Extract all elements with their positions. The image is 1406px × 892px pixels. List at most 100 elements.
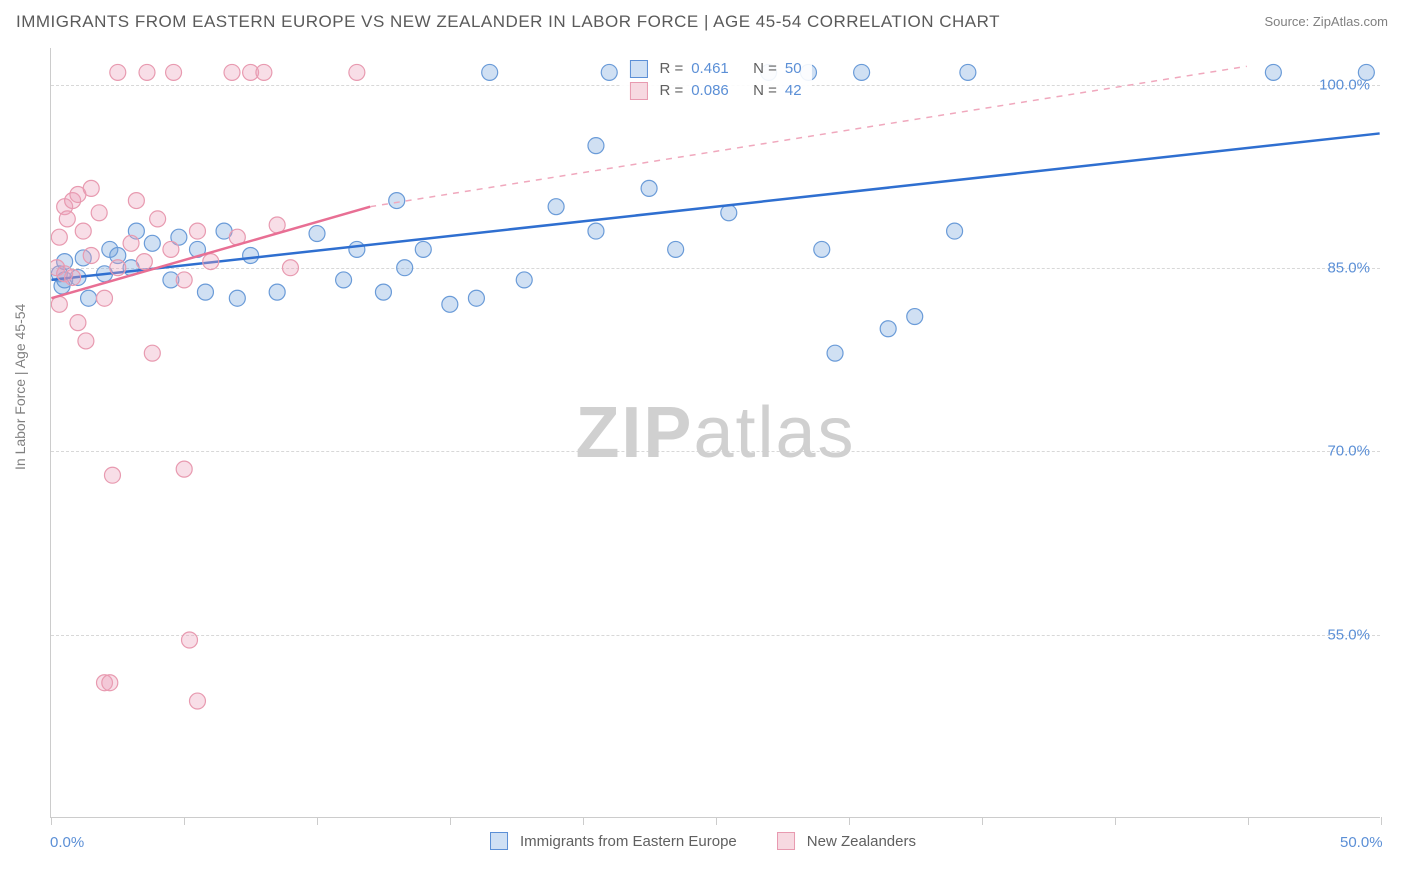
scatter-point [601,64,617,80]
scatter-point [389,193,405,209]
x-tick [583,817,584,825]
scatter-point [349,241,365,257]
scatter-point [163,241,179,257]
scatter-point [189,223,205,239]
legend-r-value: 0.086 [691,80,729,102]
scatter-point [721,205,737,221]
scatter-point [229,290,245,306]
legend-series-item: Immigrants from Eastern Europe [490,832,737,850]
scatter-point [1265,64,1281,80]
scatter-point [907,309,923,325]
scatter-point [336,272,352,288]
scatter-point [123,235,139,251]
scatter-point [960,64,976,80]
legend-swatch [490,832,508,850]
scatter-point [136,254,152,270]
x-tick [982,817,983,825]
x-tick [1381,817,1382,825]
scatter-point [309,226,325,242]
legend-correlation: R = 0.461 N = 50 R = 0.086 N = 42 [619,54,811,106]
scatter-point [375,284,391,300]
scatter-point [144,235,160,251]
legend-swatch [629,60,647,78]
x-tick [1115,817,1116,825]
x-tick [184,817,185,825]
scatter-point [641,180,657,196]
x-tick [317,817,318,825]
legend-swatch [777,832,795,850]
legend-series-item: New Zealanders [777,832,916,850]
chart-svg [51,48,1380,817]
legend-series-label: New Zealanders [807,833,916,850]
scatter-point [139,64,155,80]
legend-r-value: 0.461 [691,58,729,80]
scatter-point [282,260,298,276]
legend-n-value: 50 [785,58,802,80]
scatter-point [415,241,431,257]
y-axis-label: In Labor Force | Age 45-54 [12,304,28,470]
scatter-point [128,193,144,209]
scatter-point [102,675,118,691]
scatter-point [256,64,272,80]
scatter-point [81,290,97,306]
scatter-point [482,64,498,80]
scatter-point [854,64,870,80]
source-label: Source: ZipAtlas.com [1264,14,1388,29]
scatter-point [150,211,166,227]
scatter-point [59,211,75,227]
scatter-point [880,321,896,337]
x-tick [849,817,850,825]
scatter-point [468,290,484,306]
legend-series: Immigrants from Eastern Europe New Zealan… [490,832,916,850]
scatter-point [144,345,160,361]
scatter-point [110,64,126,80]
scatter-point [397,260,413,276]
scatter-point [104,467,120,483]
legend-r-label: R = [659,80,683,102]
chart-title: IMMIGRANTS FROM EASTERN EUROPE VS NEW ZE… [16,12,1000,32]
scatter-point [166,64,182,80]
scatter-point [110,260,126,276]
x-tick-label: 0.0% [50,834,84,851]
scatter-point [97,290,113,306]
legend-n-value: 42 [785,80,802,102]
scatter-point [349,64,365,80]
scatter-point [588,223,604,239]
scatter-point [814,241,830,257]
trend-line [51,133,1379,279]
scatter-point [668,241,684,257]
scatter-point [176,272,192,288]
scatter-point [947,223,963,239]
scatter-point [182,632,198,648]
scatter-point [51,229,67,245]
scatter-point [224,64,240,80]
legend-n-label: N = [753,80,777,102]
scatter-point [1358,64,1374,80]
scatter-point [65,269,81,285]
legend-r-label: R = [659,58,683,80]
scatter-point [83,248,99,264]
legend-n-label: N = [753,58,777,80]
scatter-point [442,296,458,312]
scatter-point [203,254,219,270]
scatter-point [75,223,91,239]
scatter-point [78,333,94,349]
scatter-point [269,284,285,300]
scatter-point [91,205,107,221]
x-tick [450,817,451,825]
legend-correlation-row: R = 0.086 N = 42 [629,80,801,102]
scatter-point [516,272,532,288]
scatter-point [70,315,86,331]
x-tick [51,817,52,825]
scatter-point [197,284,213,300]
scatter-point [243,248,259,264]
x-tick [1248,817,1249,825]
scatter-point [548,199,564,215]
x-tick [716,817,717,825]
scatter-point [588,138,604,154]
legend-swatch [629,82,647,100]
plot-area: ZIPatlas R = 0.461 N = 50 R = 0.086 N = … [50,48,1380,818]
legend-correlation-row: R = 0.461 N = 50 [629,58,801,80]
legend-series-label: Immigrants from Eastern Europe [520,833,737,850]
x-tick-label: 50.0% [1340,834,1383,851]
